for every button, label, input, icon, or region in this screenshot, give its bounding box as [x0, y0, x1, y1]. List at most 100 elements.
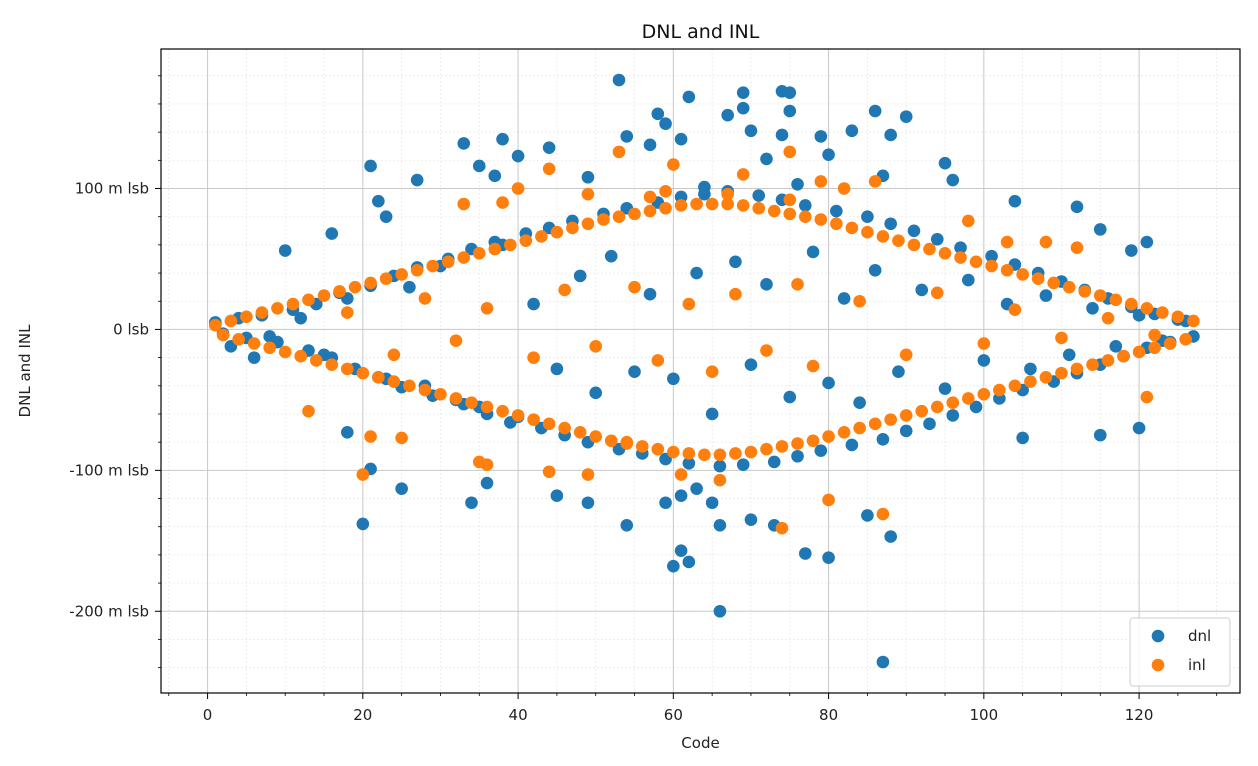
inl-point: [861, 225, 874, 239]
inl-point: [674, 468, 688, 481]
dnl-point: [612, 73, 626, 87]
inl-point: [341, 362, 354, 376]
inl-point: [527, 413, 540, 426]
dnl-point: [713, 519, 727, 532]
dnl-point: [1062, 348, 1076, 362]
inl-point: [519, 234, 533, 247]
dnl-point: [278, 244, 292, 257]
dnl-point: [465, 496, 478, 510]
inl-point: [667, 158, 680, 171]
dnl-point: [620, 519, 634, 532]
dnl-point: [480, 476, 494, 490]
dnl-point: [667, 372, 680, 386]
dnl-point: [581, 170, 595, 184]
inl-point: [729, 447, 742, 460]
inl-point: [441, 255, 455, 269]
inl-point: [333, 285, 346, 298]
inl-point: [899, 348, 913, 362]
inl-point: [1016, 268, 1029, 281]
inl-point: [713, 448, 727, 462]
dnl-point: [760, 278, 773, 291]
dnl-point: [721, 108, 734, 122]
dnl-point: [496, 132, 509, 146]
inl-point: [286, 297, 300, 311]
dnl-point: [853, 396, 866, 410]
inl-point: [651, 354, 665, 367]
dnl-point: [814, 130, 828, 143]
inl-point: [806, 359, 820, 373]
inl-point: [1101, 311, 1115, 325]
legend-label-dnl: dnl: [1188, 627, 1211, 645]
y-axis-ticks: 100 m lsb 0 lsb -100 m lsb -200 m lsb: [69, 75, 161, 669]
inl-point: [814, 213, 828, 226]
dnl-point: [410, 173, 424, 187]
dnl-point: [822, 148, 835, 161]
dnl-point: [628, 365, 641, 379]
dnl-point: [356, 517, 370, 531]
dnl-point: [457, 137, 471, 150]
inl-point: [977, 387, 991, 401]
dnl-point: [713, 459, 727, 473]
legend-label-inl: inl: [1188, 656, 1206, 674]
inl-point: [403, 379, 416, 393]
inl-point: [923, 242, 936, 256]
dnl-point: [1024, 362, 1037, 376]
inl-point: [1171, 310, 1185, 324]
dnl-point: [1008, 194, 1022, 208]
inl-point: [1109, 293, 1123, 307]
dnl-point: [651, 107, 665, 121]
dnl-point: [589, 386, 603, 400]
inl-point: [480, 301, 494, 315]
dnl-point: [892, 365, 905, 379]
inl-point: [496, 404, 509, 418]
dnl-point: [969, 400, 983, 414]
inl-point: [651, 442, 665, 456]
inl-point: [868, 175, 882, 188]
inl-point: [550, 225, 564, 239]
inl-point: [791, 437, 804, 450]
inl-point: [837, 182, 851, 195]
inl-point: [628, 207, 641, 221]
dnl-point: [729, 255, 742, 269]
x-tick-label: 80: [819, 706, 838, 724]
dnl-point: [527, 297, 540, 311]
inl-point: [472, 247, 486, 260]
inl-point: [806, 434, 820, 448]
inl-point: [1070, 241, 1084, 254]
inl-point: [783, 145, 797, 159]
legend-box: [1129, 617, 1231, 687]
inl-point: [993, 383, 1006, 397]
chart-title: DNL and INL: [642, 21, 760, 43]
inl-point: [1117, 349, 1130, 363]
dnl-point: [899, 110, 913, 123]
inl-point: [876, 507, 890, 521]
dnl-point: [372, 194, 385, 208]
dnl-point: [659, 496, 672, 510]
dnl-point: [736, 101, 750, 115]
inl-point: [364, 430, 377, 443]
inl-point: [643, 190, 657, 204]
inl-point: [783, 207, 797, 221]
dnl-point: [806, 245, 820, 259]
inl-point: [1039, 235, 1053, 249]
inl-point: [216, 328, 230, 342]
dnl-point: [744, 358, 758, 371]
inl-point: [628, 280, 641, 294]
inl-point: [713, 473, 727, 487]
inl-point: [410, 263, 424, 277]
inl-point: [682, 447, 696, 460]
dnl-point: [946, 409, 960, 422]
inl-point: [488, 242, 502, 256]
x-axis-title: Code: [681, 734, 719, 752]
dnl-point: [744, 513, 758, 526]
inl-point: [721, 187, 734, 201]
inl-point: [302, 293, 315, 307]
inl-point: [612, 210, 626, 223]
inl-point: [278, 345, 292, 359]
inl-point: [830, 217, 843, 231]
inl-point: [705, 197, 719, 211]
inl-point: [721, 197, 734, 211]
dnl-point: [1093, 223, 1107, 236]
dnl-point: [930, 232, 944, 246]
dnl-point: [861, 509, 874, 522]
